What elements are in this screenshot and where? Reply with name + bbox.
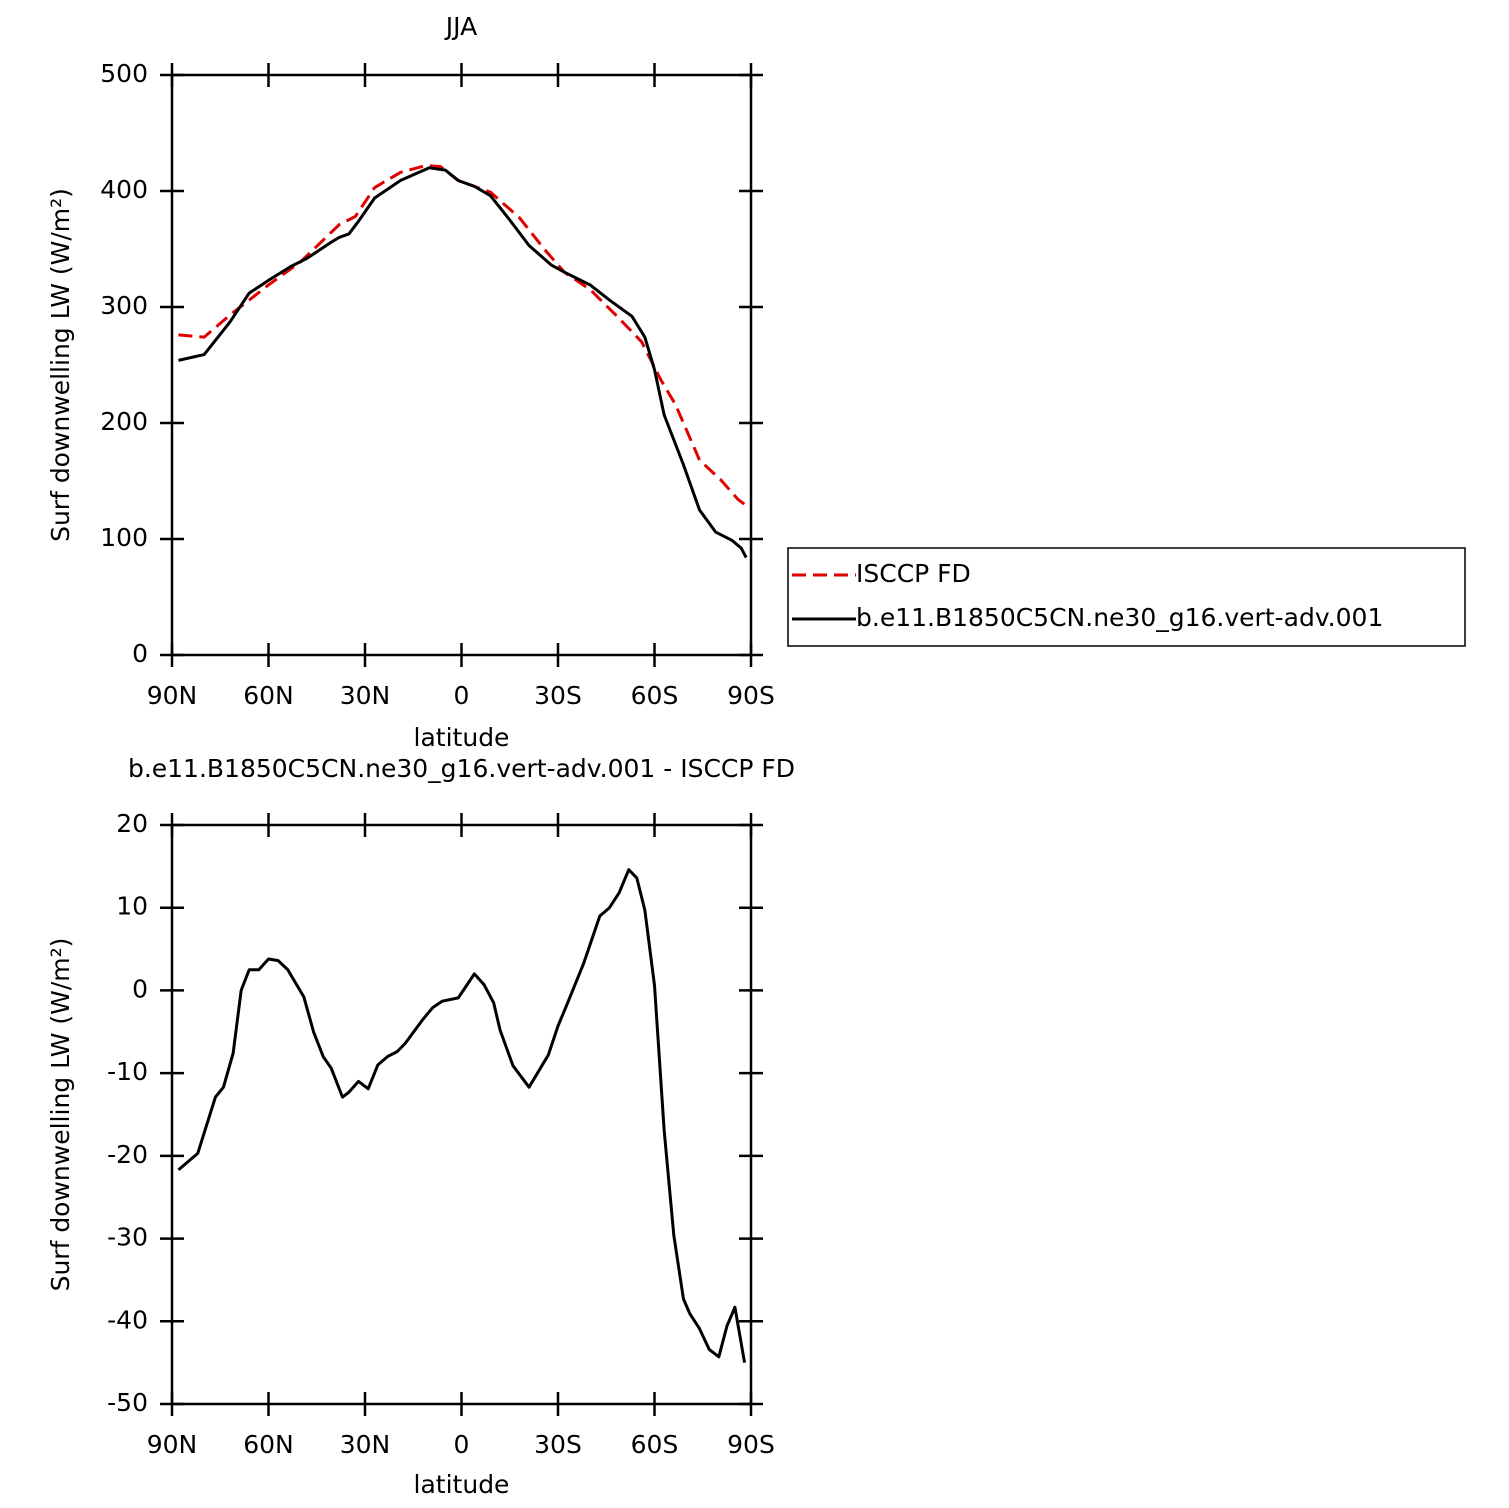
x-tick-label: 30N: [340, 1430, 391, 1459]
y-tick-label: -30: [107, 1223, 148, 1252]
chart-title: b.e11.B1850C5CN.ne30_g16.vert-adv.001 - …: [128, 754, 795, 783]
plot-frame: [170, 73, 753, 657]
x-tick-label: 60N: [243, 1430, 294, 1459]
data-line: [177, 868, 747, 1363]
y-tick-label: 500: [100, 59, 148, 88]
x-tick-label: 30N: [340, 681, 391, 710]
x-tick-label: 30S: [534, 1430, 582, 1459]
x-axis-label: latitude: [414, 1470, 510, 1499]
x-tick-label: 60N: [243, 681, 294, 710]
y-tick-label: -10: [107, 1057, 148, 1086]
data-line: [178, 166, 748, 559]
data-line: [178, 163, 748, 507]
y-tick-label: 0: [132, 639, 148, 668]
legend-label: ISCCP FD: [856, 559, 971, 588]
y-axis-label: Surf downwelling LW (W/m²): [46, 938, 75, 1292]
legend-label: b.e11.B1850C5CN.ne30_g16.vert-adv.001: [856, 603, 1383, 632]
x-tick-label: 0: [454, 681, 470, 710]
y-tick-label: 10: [116, 892, 148, 921]
x-tick-label: 30S: [534, 681, 582, 710]
y-tick-label: 200: [100, 407, 148, 436]
y-tick-label: 100: [100, 523, 148, 552]
x-tick-label: 90N: [147, 681, 198, 710]
y-tick-label: -50: [107, 1388, 148, 1417]
x-tick-label: 90S: [727, 681, 775, 710]
y-tick-label: 400: [100, 175, 148, 204]
chart-title: JJA: [444, 12, 477, 41]
y-axis-label: Surf downwelling LW (W/m²): [46, 188, 75, 542]
y-tick-label: 0: [132, 974, 148, 1003]
y-tick-label: 20: [116, 809, 148, 838]
legend-box: [787, 547, 1466, 647]
y-tick-label: -40: [107, 1305, 148, 1334]
x-tick-label: 60S: [631, 1430, 679, 1459]
x-tick-label: 90N: [147, 1430, 198, 1459]
x-tick-label: 0: [454, 1430, 470, 1459]
x-tick-label: 60S: [631, 681, 679, 710]
x-tick-label: 90S: [727, 1430, 775, 1459]
y-tick-label: -20: [107, 1140, 148, 1169]
x-axis-label: latitude: [414, 723, 510, 752]
y-tick-label: 300: [100, 291, 148, 320]
